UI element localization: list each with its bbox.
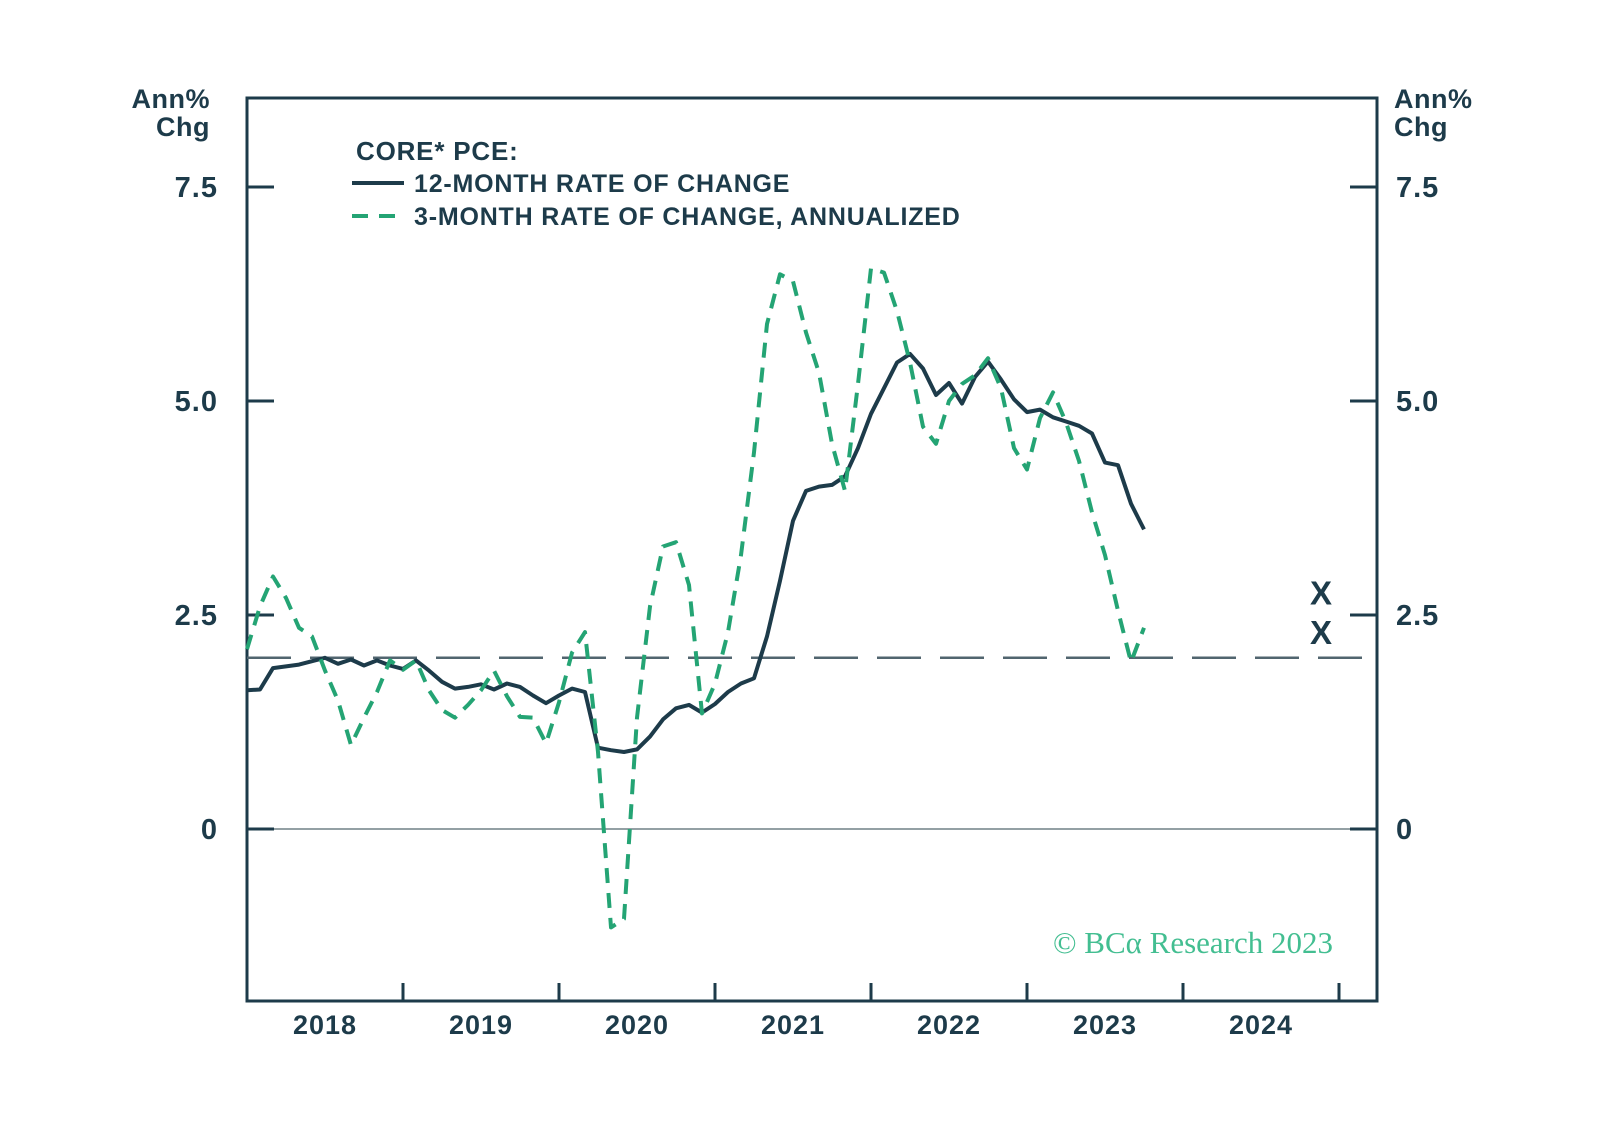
year-label: 2024: [1229, 1010, 1293, 1040]
left-axis-unit-line2: Chg: [156, 112, 210, 142]
year-label: 2023: [1073, 1010, 1137, 1040]
plot-border: [245, 96, 1379, 1003]
year-label: 2018: [293, 1010, 357, 1040]
right-axis-unit-line2: Chg: [1394, 112, 1448, 142]
left-y-tick-label: 5.0: [175, 386, 218, 418]
right-axis-unit-line1: Ann%: [1394, 84, 1473, 114]
right-y-tick-label: 5.0: [1396, 386, 1439, 418]
left-y-tick-label: 7.5: [175, 172, 218, 204]
legend-series2-label: 3-MONTH RATE OF CHANGE, ANNUALIZED: [414, 203, 961, 231]
axis-tick-labels: 7.5 7.5 5.0 5.0 2.5 2.5 0 0 2018 2019 2020 2021 2022…: [175, 172, 1439, 1040]
right-y-tick-label: 0: [1396, 814, 1413, 846]
reference-lines: [247, 656, 1377, 830]
forecast-x-marker: X: [1310, 575, 1332, 612]
year-label: 2019: [449, 1010, 513, 1040]
axis-ticks: [247, 185, 1377, 1001]
forecast-x-marker: X: [1310, 614, 1332, 651]
copyright-text: © BCα Research 2023: [1053, 925, 1333, 960]
year-label: 2020: [605, 1010, 669, 1040]
data-series-lines: [245, 266, 1146, 930]
right-y-tick-label: 2.5: [1396, 600, 1439, 632]
legend-title: CORE* PCE:: [356, 136, 519, 166]
left-y-tick-label: 0: [201, 814, 218, 846]
year-label: 2021: [761, 1010, 825, 1040]
series-3-month-line: [245, 266, 1146, 930]
legend: CORE* PCE: 12-MONTH RATE OF CHANGE 3-MON…: [352, 136, 961, 231]
series-12-month-line: [246, 351, 1146, 754]
right-y-tick-label: 7.5: [1396, 172, 1439, 204]
left-axis-unit-line1: Ann%: [132, 84, 211, 114]
forecast-x-markers: XX: [1310, 575, 1332, 651]
legend-series1-label: 12-MONTH RATE OF CHANGE: [414, 170, 790, 198]
year-label: 2022: [917, 1010, 981, 1040]
left-y-tick-label: 2.5: [175, 600, 218, 632]
